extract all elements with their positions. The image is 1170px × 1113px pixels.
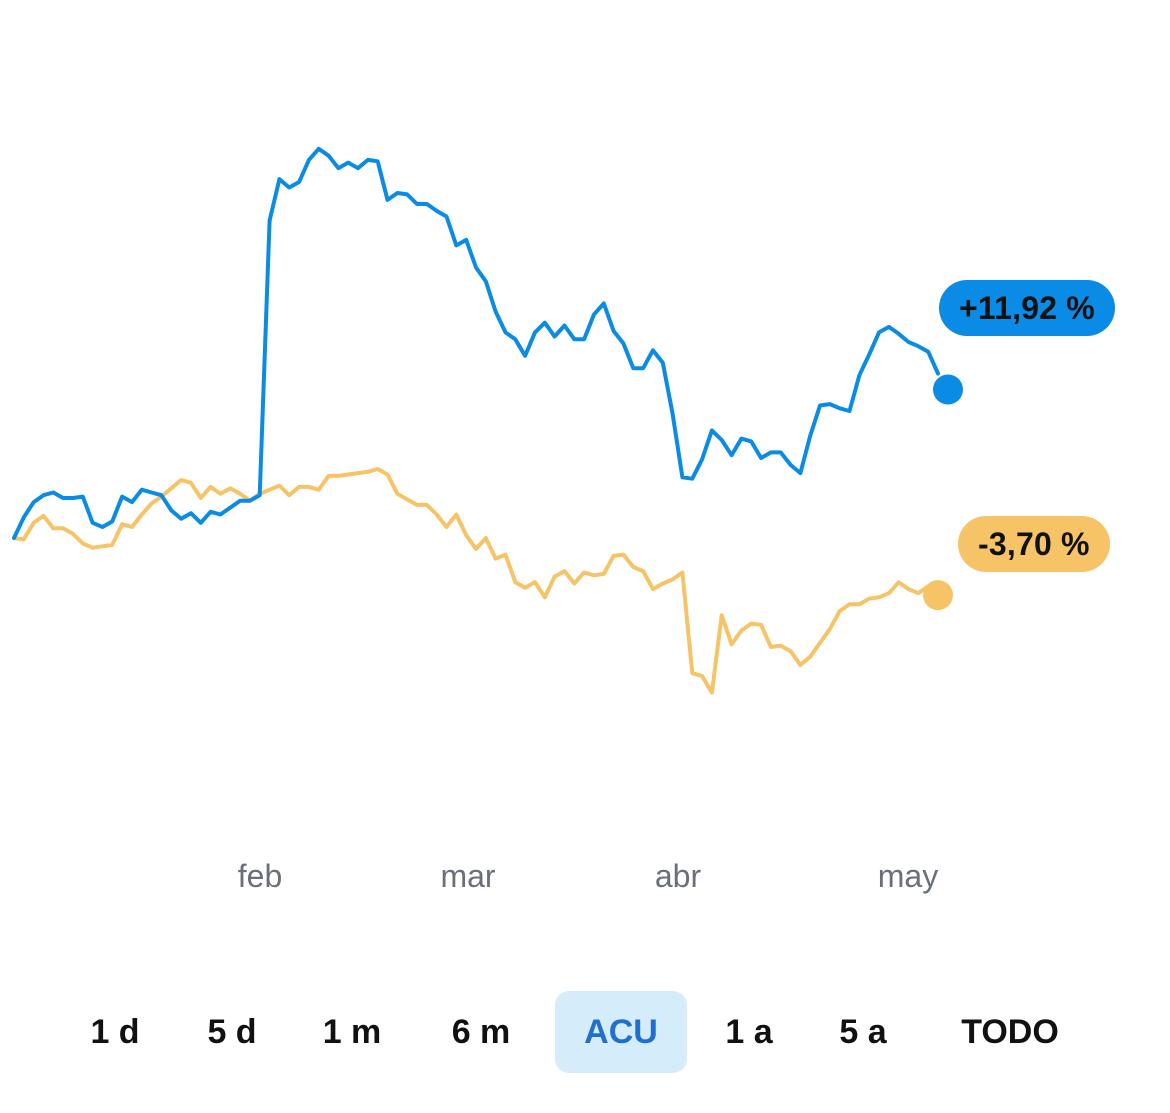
x-tick-label: abr bbox=[654, 858, 702, 894]
range-button-5d[interactable]: 5 d bbox=[207, 1013, 257, 1051]
range-button-todo[interactable]: TODO bbox=[961, 1013, 1059, 1051]
range-button-6m[interactable]: 6 m bbox=[451, 1013, 511, 1051]
range-button-acu[interactable]: ACU bbox=[555, 991, 687, 1073]
x-tick-label: mar bbox=[440, 858, 496, 894]
series-line-orange bbox=[12, 467, 940, 695]
x-tick-label: may bbox=[877, 858, 939, 894]
series-end-dot-blue bbox=[933, 374, 963, 405]
series-end-badge-orange: -3,70 % bbox=[958, 516, 1110, 572]
comparison-chart[interactable]: +11,92 % -3,70 % feb mar abr may bbox=[0, 0, 1170, 940]
x-tick-label: feb bbox=[237, 858, 283, 894]
series-line-blue bbox=[12, 146, 940, 540]
time-range-selector: 1 d 5 d 1 m 6 m ACU 1 a 5 a TODO bbox=[0, 985, 1170, 1079]
range-button-1a[interactable]: 1 a bbox=[725, 1013, 773, 1051]
range-button-1m[interactable]: 1 m bbox=[322, 1013, 382, 1051]
chart-plot[interactable] bbox=[0, 0, 1170, 940]
series-end-dot-orange bbox=[923, 580, 953, 611]
series-end-badge-blue: +11,92 % bbox=[939, 280, 1115, 336]
range-button-5a[interactable]: 5 a bbox=[839, 1013, 887, 1051]
range-button-1d[interactable]: 1 d bbox=[90, 1013, 140, 1051]
